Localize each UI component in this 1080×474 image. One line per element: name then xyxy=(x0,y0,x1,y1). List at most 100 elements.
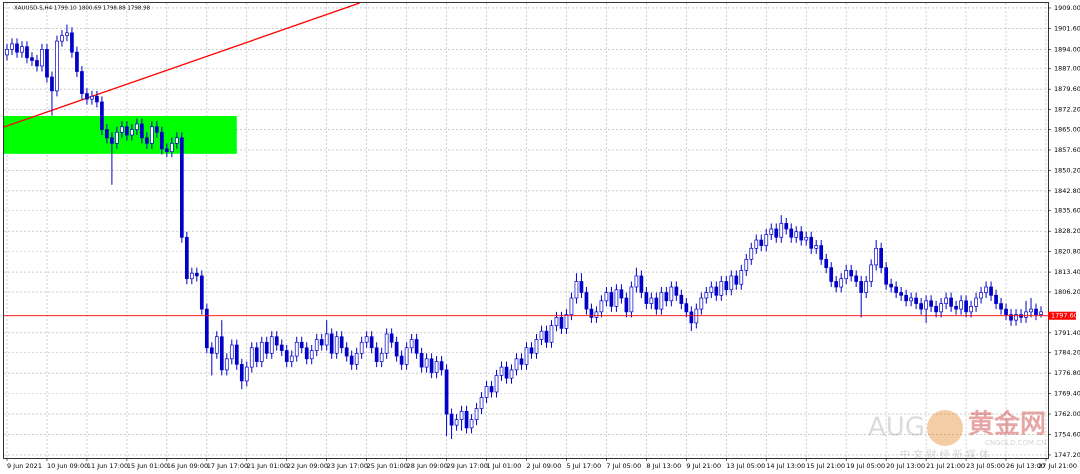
candle-body xyxy=(174,137,179,144)
candle-body xyxy=(949,297,953,307)
candle-body xyxy=(224,358,229,371)
x-tick-label: 9 Jun 2021 xyxy=(7,462,42,470)
y-tick-label: 1747.20 xyxy=(1054,451,1080,459)
candle-body xyxy=(744,259,749,271)
x-tick-label: 5 Jul 17:00 xyxy=(566,462,601,470)
candle-body xyxy=(30,57,34,61)
candle-body xyxy=(414,339,419,354)
candle-body xyxy=(459,410,464,420)
candle-body xyxy=(85,93,89,100)
candle-body xyxy=(709,286,714,293)
candle-body xyxy=(559,317,564,329)
candle-body xyxy=(60,35,64,42)
candle-body xyxy=(664,292,669,302)
candle-body xyxy=(219,336,224,371)
candle-body xyxy=(105,129,109,139)
candle-body xyxy=(889,283,894,288)
candle-body xyxy=(289,355,294,362)
candle-body xyxy=(5,49,9,56)
candle-body xyxy=(334,336,339,354)
x-tick-label: 8 Jul 13:00 xyxy=(646,462,681,470)
candle-body xyxy=(749,247,754,260)
watermark-name: 黄金网 xyxy=(968,409,1046,440)
candle-body xyxy=(894,286,898,293)
candle-body xyxy=(449,413,454,426)
x-tick-label: 22 Jun 09:00 xyxy=(287,462,328,470)
candle-body xyxy=(514,358,519,371)
y-tick-label: 1813.40 xyxy=(1054,268,1080,276)
candle-body xyxy=(599,300,604,313)
candle-body xyxy=(759,239,764,246)
watermark-brand: AUG xyxy=(868,413,925,443)
candle-body xyxy=(140,123,144,139)
candle-body xyxy=(274,336,279,346)
x-tick-label: 20 Jul 13:00 xyxy=(886,462,925,470)
candle-body xyxy=(644,292,649,304)
x-tick-label: 17 Jun 17:00 xyxy=(207,462,248,470)
x-tick-label: 29 Jun 17:00 xyxy=(447,462,488,470)
candle-body xyxy=(529,347,534,354)
candle-body xyxy=(509,369,514,379)
candle-body xyxy=(684,303,689,313)
candle-body xyxy=(569,297,574,315)
x-tick-label: 19 Jul 05:00 xyxy=(846,462,885,470)
candle-body xyxy=(135,123,139,130)
candle-body xyxy=(359,341,364,354)
candle-body xyxy=(184,236,189,280)
y-tick-label: 1894.00 xyxy=(1054,45,1080,53)
candle-body xyxy=(179,137,184,238)
candle-body xyxy=(704,292,709,299)
candle-body xyxy=(784,223,789,230)
candle-body xyxy=(439,361,444,371)
candle-body xyxy=(799,231,804,241)
candle-body xyxy=(574,281,579,299)
x-tick-label: 14 Jul 13:00 xyxy=(766,462,805,470)
candle-body xyxy=(624,297,629,313)
candle-body xyxy=(249,347,254,368)
candle-body xyxy=(879,247,884,269)
candle-body xyxy=(294,341,299,357)
candle-body xyxy=(424,358,429,368)
candle-body xyxy=(504,366,509,379)
candle-body xyxy=(1009,314,1013,321)
y-tick-label: 1857.60 xyxy=(1054,146,1080,154)
candle-body xyxy=(279,344,284,351)
y-tick-label: 1791.40 xyxy=(1054,329,1080,337)
candle-body xyxy=(419,352,424,368)
candle-body xyxy=(869,264,874,282)
candle-body xyxy=(169,142,174,152)
candle-body xyxy=(1004,308,1008,315)
candle-body xyxy=(534,339,539,354)
x-tick-label: 16 Jun 09:00 xyxy=(167,462,208,470)
candle-body xyxy=(944,297,948,304)
candle-body xyxy=(80,71,84,94)
candle-body xyxy=(429,358,434,373)
candle-body xyxy=(159,131,164,150)
candle-body xyxy=(70,32,74,53)
candle-body xyxy=(125,126,129,136)
candle-body xyxy=(364,336,369,343)
candle-body xyxy=(964,300,968,313)
candle-body xyxy=(939,303,943,313)
candle-body xyxy=(189,272,194,280)
candle-body xyxy=(130,129,134,136)
candle-body xyxy=(384,333,389,354)
candle-body xyxy=(844,270,849,280)
candle-body xyxy=(549,325,554,343)
candle-body xyxy=(859,281,864,293)
candle-body xyxy=(629,286,634,313)
x-tick-label: 13 Jul 05:00 xyxy=(726,462,765,470)
zone xyxy=(4,115,237,154)
price-label-box xyxy=(1048,311,1076,320)
candle-body xyxy=(95,96,99,103)
candle-body xyxy=(199,275,204,310)
candle-body xyxy=(864,281,869,293)
candle-body xyxy=(409,339,414,349)
x-tick-label: 2 Jul 09:00 xyxy=(526,462,561,470)
candle-body xyxy=(25,46,29,59)
candle-body xyxy=(75,51,79,72)
candle-body xyxy=(904,294,908,302)
